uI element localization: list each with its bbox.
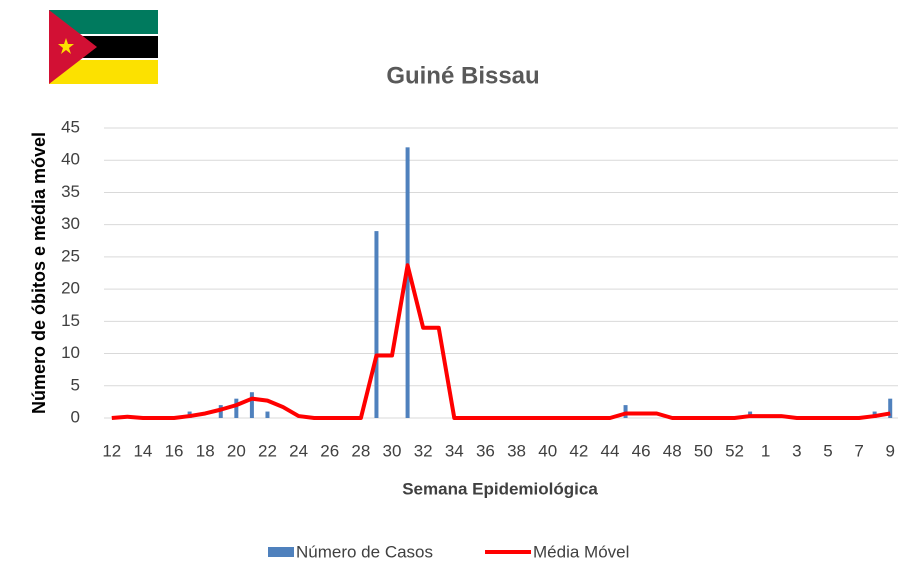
x-tick-label: 9 [885, 441, 894, 460]
y-tick-label: 25 [61, 246, 80, 265]
y-axis-label: Número de óbitos e média móvel [29, 132, 49, 414]
x-tick-label: 1 [761, 441, 770, 460]
y-tick-label: 35 [61, 182, 80, 201]
bar [234, 398, 239, 418]
x-tick-label: 46 [632, 441, 651, 460]
x-tick-label: 32 [414, 441, 433, 460]
bar [374, 231, 379, 418]
x-tick-label: 16 [165, 441, 184, 460]
x-tick-label: 44 [601, 441, 620, 460]
y-tick-label: 15 [61, 311, 80, 330]
x-tick-label: 18 [196, 441, 215, 460]
x-tick-label: 40 [538, 441, 557, 460]
x-tick-label: 34 [445, 441, 464, 460]
y-tick-label: 45 [61, 117, 80, 136]
x-tick-label: 3 [792, 441, 801, 460]
x-tick-label: 48 [663, 441, 682, 460]
x-tick-label: 5 [823, 441, 832, 460]
y-tick-label: 10 [61, 343, 80, 362]
line [111, 263, 891, 420]
legend-label: Número de Casos [296, 542, 433, 561]
x-tick-label: 24 [289, 441, 308, 460]
x-tick-label: 50 [694, 441, 713, 460]
x-tick-label: 52 [725, 441, 744, 460]
x-tick-label: 12 [102, 441, 121, 460]
legend-label: Média Móvel [533, 542, 629, 561]
y-tick-label: 20 [61, 279, 80, 298]
y-tick-label: 30 [61, 214, 80, 233]
bar [265, 411, 270, 418]
y-tick-label: 5 [71, 375, 80, 394]
y-tick-label: 40 [61, 150, 80, 169]
x-tick-label: 42 [569, 441, 588, 460]
bar [888, 398, 893, 418]
x-tick-label: 14 [133, 441, 152, 460]
x-tick-label: 28 [351, 441, 370, 460]
x-axis-label: Semana Epidemiológica [402, 479, 598, 498]
bar [249, 392, 254, 418]
x-tick-label: 20 [227, 441, 246, 460]
x-tick-label: 22 [258, 441, 277, 460]
x-tick-label: 30 [383, 441, 402, 460]
bar [405, 147, 410, 419]
x-tick-label: 7 [854, 441, 863, 460]
x-tick-label: 36 [476, 441, 495, 460]
flag [49, 10, 158, 84]
x-tick-label: 26 [320, 441, 339, 460]
x-tick-label: 38 [507, 441, 526, 460]
legend-swatch [268, 547, 294, 557]
y-tick-label: 0 [71, 407, 80, 426]
chart-title: Guiné Bissau [386, 62, 539, 89]
